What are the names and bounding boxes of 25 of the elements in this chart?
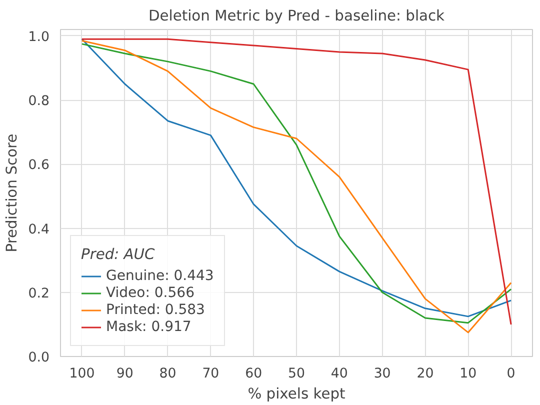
y-tick-label: 0.8 xyxy=(28,94,50,110)
x-tick-label: 70 xyxy=(202,366,220,382)
x-tick-label: 100 xyxy=(69,366,95,382)
x-tick-label: 90 xyxy=(116,366,134,382)
y-tick-label: 0.6 xyxy=(28,158,50,174)
x-tick-label: 80 xyxy=(159,366,176,382)
y-tick-label: 0.4 xyxy=(28,222,50,238)
legend-label: Mask: 0.917 xyxy=(106,319,192,335)
x-tick-label: 0 xyxy=(506,366,516,382)
chart-title: Deletion Metric by Pred - baseline: black xyxy=(148,8,446,24)
y-axis-title: Prediction Score xyxy=(3,134,20,252)
x-tick-label: 10 xyxy=(460,366,477,382)
x-tick-label: 30 xyxy=(374,366,391,382)
x-tick-label: 40 xyxy=(330,366,348,382)
x-axis-title: % pixels kept xyxy=(248,386,346,402)
y-tick-label: 1.0 xyxy=(28,30,50,45)
x-tick-label: 60 xyxy=(245,366,262,382)
legend-label: Video: 0.566 xyxy=(106,285,194,301)
legend-label: Genuine: 0.443 xyxy=(106,268,214,284)
x-tick-label: 20 xyxy=(416,366,434,382)
legend-label: Printed: 0.583 xyxy=(106,302,205,318)
y-tick-label: 0.2 xyxy=(28,286,50,302)
x-tick-label: 50 xyxy=(288,366,305,382)
y-tick-label: 0.0 xyxy=(28,350,50,366)
legend-title: Pred: AUC xyxy=(81,246,156,263)
